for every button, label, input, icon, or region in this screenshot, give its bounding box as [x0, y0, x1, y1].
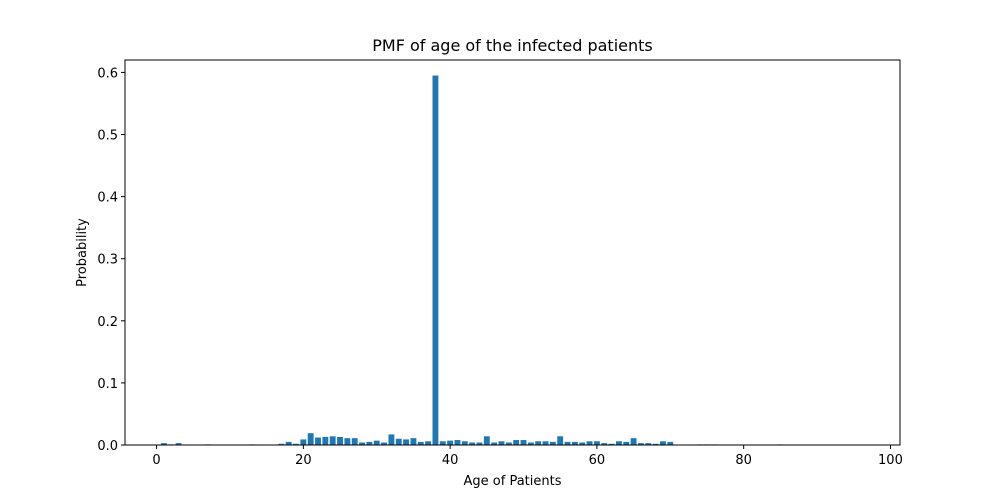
x-tick-label: 100 — [878, 453, 903, 468]
y-tick-label: 0.5 — [97, 129, 118, 144]
bar-age-3 — [175, 443, 182, 445]
bar-age-46 — [491, 442, 498, 445]
x-tick-label: 0 — [152, 453, 160, 468]
bar-age-52 — [535, 441, 542, 445]
bar-age-25 — [337, 436, 343, 445]
bar-age-41 — [454, 440, 461, 445]
bar-age-43 — [469, 442, 476, 445]
bar-age-20 — [300, 439, 307, 445]
bar-age-56 — [564, 441, 571, 445]
bar-age-36 — [417, 441, 424, 445]
bars-layer — [160, 75, 784, 445]
bar-age-19 — [293, 443, 299, 445]
bar-age-50 — [520, 440, 527, 445]
bar-age-44 — [476, 442, 483, 445]
bar-age-33 — [395, 438, 402, 445]
bar-age-63 — [615, 441, 622, 445]
y-tick-label: 0.0 — [97, 439, 118, 454]
bar-age-62 — [608, 443, 615, 445]
y-axis-title: Probability — [75, 218, 90, 287]
bar-age-47 — [498, 441, 505, 445]
y-axis-ticks: 0.0 0.1 0.2 0.3 0.4 0.5 0.6 — [97, 66, 125, 454]
bar-age-65 — [630, 438, 637, 445]
y-tick-label: 0.1 — [97, 377, 118, 392]
x-axis-title: Age of Patients — [464, 474, 562, 489]
chart-title: PMF of age of the infected patients — [372, 36, 652, 55]
bar-age-53 — [542, 441, 549, 445]
bar-age-32 — [388, 434, 395, 445]
bar-age-42 — [461, 441, 468, 445]
bar-age-37 — [425, 441, 432, 445]
bar-age-29 — [366, 441, 373, 445]
bar-age-54 — [549, 441, 556, 445]
bar-age-61 — [601, 443, 608, 445]
bar-age-38 — [432, 75, 439, 445]
bar-age-21 — [307, 433, 314, 445]
bar-age-35 — [410, 438, 417, 445]
bar-age-67 — [645, 443, 652, 445]
bar-age-40 — [447, 440, 454, 445]
bar-age-51 — [527, 442, 534, 445]
bar-age-58 — [579, 442, 586, 445]
x-axis-ticks: 0 20 40 60 80 100 — [152, 445, 903, 468]
bar-age-69 — [660, 441, 666, 445]
bar-age-64 — [623, 441, 630, 445]
bar-age-27 — [351, 438, 358, 445]
y-tick-label: 0.3 — [97, 253, 118, 268]
bar-age-18 — [285, 441, 292, 445]
bar-age-59 — [586, 441, 593, 445]
x-tick-label: 20 — [295, 453, 312, 468]
bar-age-66 — [637, 443, 644, 445]
bar-age-45 — [483, 436, 490, 445]
bar-age-26 — [344, 438, 351, 445]
bar-age-34 — [403, 439, 410, 445]
x-tick-label: 80 — [735, 453, 752, 468]
bar-age-60 — [593, 441, 600, 445]
y-tick-label: 0.2 — [97, 315, 118, 330]
bar-age-31 — [381, 442, 388, 445]
bar-age-70 — [667, 441, 674, 445]
bar-age-22 — [315, 437, 321, 445]
y-tick-label: 0.4 — [97, 191, 118, 206]
bar-age-39 — [439, 441, 446, 445]
bar-age-17 — [278, 443, 285, 445]
x-tick-label: 40 — [442, 453, 459, 468]
y-tick-label: 0.6 — [97, 66, 118, 81]
bar-age-28 — [359, 442, 365, 445]
x-tick-label: 60 — [589, 453, 606, 468]
bar-age-49 — [513, 440, 520, 445]
bar-age-55 — [557, 436, 564, 445]
bar-age-1 — [160, 443, 167, 445]
bar-age-30 — [373, 440, 380, 445]
bar-age-23 — [322, 436, 329, 445]
bar-age-68 — [652, 443, 659, 445]
bar-age-24 — [329, 436, 336, 445]
bar-age-48 — [505, 442, 512, 445]
bar-age-57 — [571, 441, 578, 445]
plot-frame — [124, 59, 901, 446]
